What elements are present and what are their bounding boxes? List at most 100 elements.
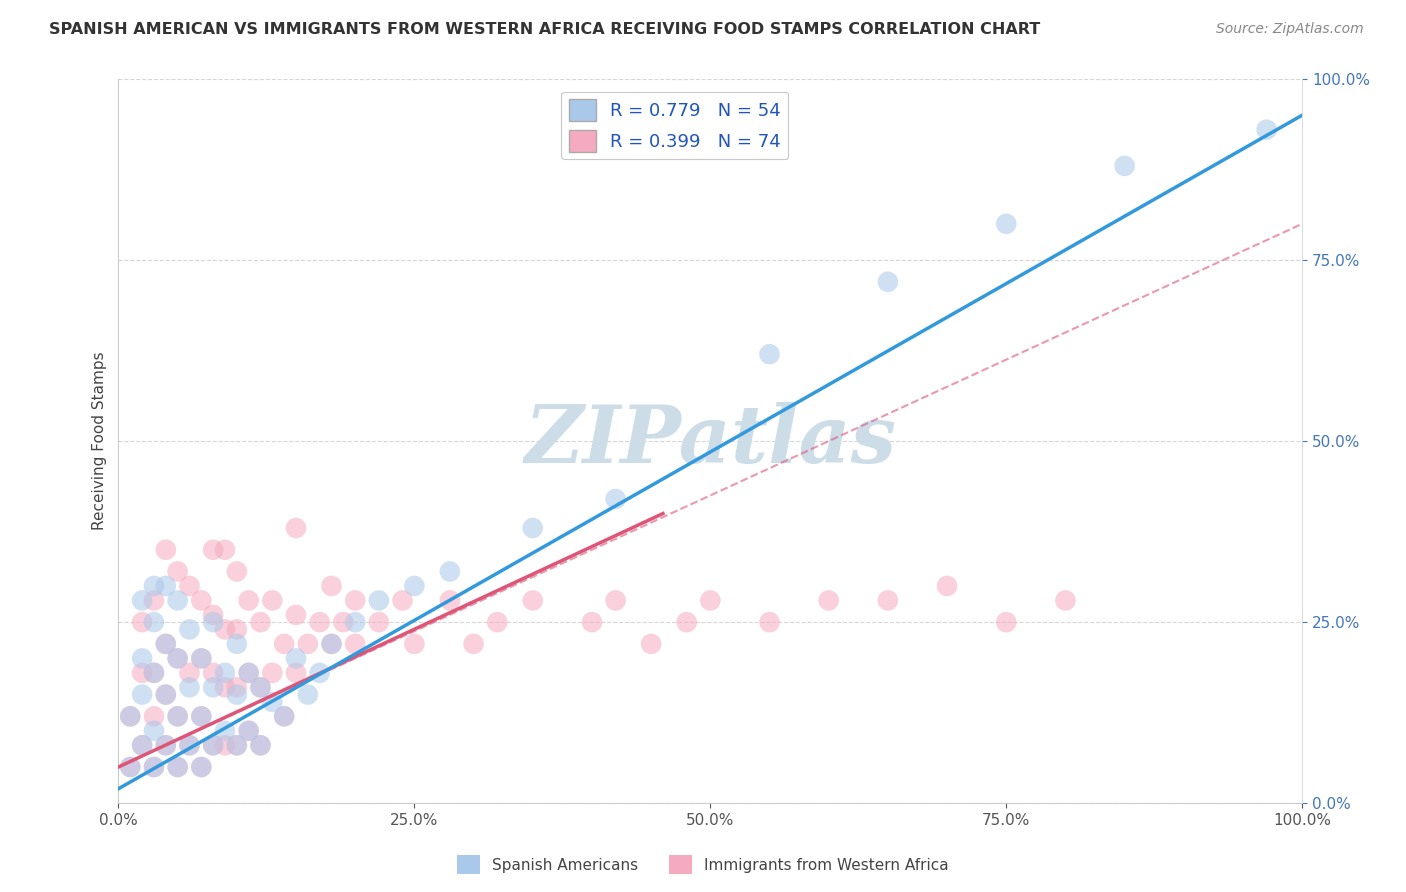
Point <box>285 607 308 622</box>
Point <box>179 579 201 593</box>
Point <box>995 615 1018 629</box>
Point <box>131 739 153 753</box>
Point <box>142 723 165 738</box>
Point <box>120 709 142 723</box>
Point <box>202 739 225 753</box>
Point <box>190 760 212 774</box>
Point <box>155 739 177 753</box>
Point <box>439 593 461 607</box>
Point <box>142 579 165 593</box>
Point <box>1114 159 1136 173</box>
Point <box>273 637 295 651</box>
Point <box>166 709 188 723</box>
Point <box>214 665 236 680</box>
Point <box>463 637 485 651</box>
Point <box>391 593 413 607</box>
Point <box>190 709 212 723</box>
Point <box>142 760 165 774</box>
Point <box>214 681 236 695</box>
Point <box>166 760 188 774</box>
Point <box>262 665 284 680</box>
Point <box>142 615 165 629</box>
Point <box>321 579 343 593</box>
Point <box>404 579 426 593</box>
Point <box>367 615 389 629</box>
Point <box>238 723 260 738</box>
Legend: Spanish Americans, Immigrants from Western Africa: Spanish Americans, Immigrants from Weste… <box>451 849 955 880</box>
Point <box>214 723 236 738</box>
Point <box>155 637 177 651</box>
Point <box>936 579 959 593</box>
Point <box>142 665 165 680</box>
Point <box>120 760 142 774</box>
Point <box>273 709 295 723</box>
Point <box>675 615 697 629</box>
Point <box>605 491 627 506</box>
Point <box>308 665 330 680</box>
Point <box>166 651 188 665</box>
Point <box>120 709 142 723</box>
Point <box>332 615 354 629</box>
Point <box>190 651 212 665</box>
Point <box>214 739 236 753</box>
Point <box>179 623 201 637</box>
Point <box>249 681 271 695</box>
Point <box>166 565 188 579</box>
Point <box>155 688 177 702</box>
Point <box>131 593 153 607</box>
Point <box>202 665 225 680</box>
Point <box>142 593 165 607</box>
Point <box>131 739 153 753</box>
Point <box>308 615 330 629</box>
Point <box>249 739 271 753</box>
Point <box>225 637 247 651</box>
Legend: R = 0.779   N = 54, R = 0.399   N = 74: R = 0.779 N = 54, R = 0.399 N = 74 <box>561 92 789 159</box>
Point <box>131 688 153 702</box>
Point <box>285 665 308 680</box>
Point <box>142 709 165 723</box>
Point <box>758 347 780 361</box>
Point <box>190 709 212 723</box>
Point <box>179 739 201 753</box>
Point <box>285 651 308 665</box>
Point <box>249 681 271 695</box>
Point <box>995 217 1018 231</box>
Point <box>605 593 627 607</box>
Point <box>758 615 780 629</box>
Point <box>166 593 188 607</box>
Point <box>179 681 201 695</box>
Point <box>225 681 247 695</box>
Point <box>273 709 295 723</box>
Point <box>225 739 247 753</box>
Point <box>166 651 188 665</box>
Point <box>155 542 177 557</box>
Point <box>522 593 544 607</box>
Point <box>344 593 367 607</box>
Point <box>190 593 212 607</box>
Point <box>155 637 177 651</box>
Text: ZIPatlas: ZIPatlas <box>524 402 897 480</box>
Point <box>202 615 225 629</box>
Point <box>238 593 260 607</box>
Point <box>262 593 284 607</box>
Point <box>225 623 247 637</box>
Point <box>166 709 188 723</box>
Point <box>202 681 225 695</box>
Point <box>214 542 236 557</box>
Point <box>225 565 247 579</box>
Point <box>190 760 212 774</box>
Point <box>344 615 367 629</box>
Text: Source: ZipAtlas.com: Source: ZipAtlas.com <box>1216 22 1364 37</box>
Point <box>166 760 188 774</box>
Point <box>190 651 212 665</box>
Point <box>238 723 260 738</box>
Point <box>214 623 236 637</box>
Point <box>297 637 319 651</box>
Point <box>344 637 367 651</box>
Point <box>522 521 544 535</box>
Point <box>120 760 142 774</box>
Point <box>179 739 201 753</box>
Point <box>131 651 153 665</box>
Point <box>202 739 225 753</box>
Point <box>202 542 225 557</box>
